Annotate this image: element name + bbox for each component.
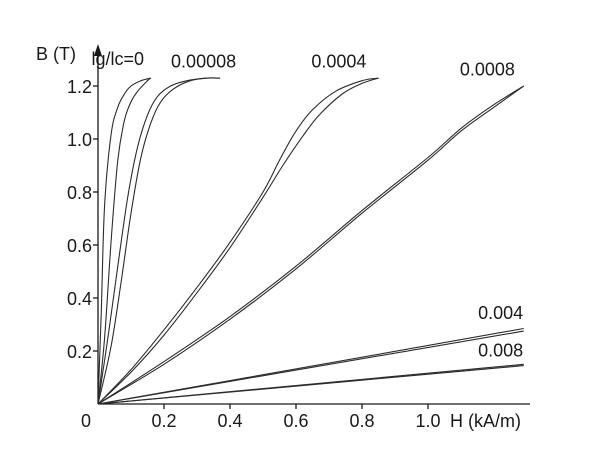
y-axis-label: B (T): [36, 44, 76, 64]
series-label: 0.0008: [460, 59, 515, 79]
y-tick: 1.2: [67, 77, 98, 97]
x-tick-label: 0.4: [217, 411, 242, 431]
series-curve-pair: [97, 77, 379, 405]
y-ticks: 0.2 0.4 0.6 0.8 1.0 1.2: [67, 77, 98, 362]
series-curves: [97, 77, 525, 405]
series-lower-curve: [97, 77, 152, 405]
x-tick-label: 0.2: [151, 411, 176, 431]
x-tick: 0.8: [349, 404, 375, 431]
series-label: 0.00008: [171, 51, 236, 71]
series-label: lg/lc=0: [92, 49, 145, 69]
y-tick-label: 1.2: [67, 77, 92, 97]
series-upper-curve: [97, 77, 221, 405]
series-lower-curve: [97, 365, 524, 405]
x-tick-label: 0.8: [349, 411, 374, 431]
series-upper-curve: [97, 77, 379, 405]
y-axis-arrow: [94, 44, 102, 56]
x-tick-label: 1.0: [415, 411, 440, 431]
x-tick: 0.2: [151, 404, 177, 431]
y-tick-label: 1.0: [67, 130, 92, 150]
series-label: 0.0004: [311, 51, 366, 71]
y-tick: 0.6: [67, 236, 98, 256]
x-axis-label: H (kA/m): [450, 411, 521, 431]
series-curve-pair: [97, 77, 152, 405]
series-upper-curve: [97, 85, 524, 405]
y-tick: 0.2: [67, 342, 98, 362]
y-tick: 1.0: [67, 130, 98, 150]
x-tick-label: 0.6: [283, 411, 308, 431]
x-ticks: 0 0.2 0.4 0.6 0.8 1.0: [81, 404, 441, 431]
series-label: 0.008: [478, 340, 523, 360]
series-lower-curve: [97, 77, 221, 405]
series-curve-pair: [97, 77, 221, 405]
y-tick-label: 0.2: [67, 342, 92, 362]
series-lower-curve: [97, 77, 379, 405]
y-tick-label: 0.4: [67, 289, 92, 309]
x-tick: 0: [81, 411, 91, 431]
y-tick: 0.4: [67, 289, 98, 309]
series-label: 0.004: [478, 303, 523, 323]
series-labels: lg/lc=0 0.00008 0.0004 0.0008 0.004 0.008: [92, 49, 524, 360]
x-tick: 0.4: [217, 404, 243, 431]
series-upper-curve: [97, 77, 151, 405]
y-tick: 0.8: [67, 183, 98, 203]
axes: [94, 44, 530, 405]
series-lower-curve: [97, 85, 525, 405]
x-tick: 1.0: [415, 404, 441, 431]
x-tick-label: 0: [81, 411, 91, 431]
y-tick-label: 0.8: [67, 183, 92, 203]
y-tick-label: 0.6: [67, 236, 92, 256]
series-curve-pair: [97, 363, 524, 405]
series-curve-pair: [97, 85, 525, 405]
x-tick: 0.6: [283, 404, 309, 431]
series-lower-curve: [97, 330, 524, 405]
series-curve-pair: [97, 327, 524, 405]
